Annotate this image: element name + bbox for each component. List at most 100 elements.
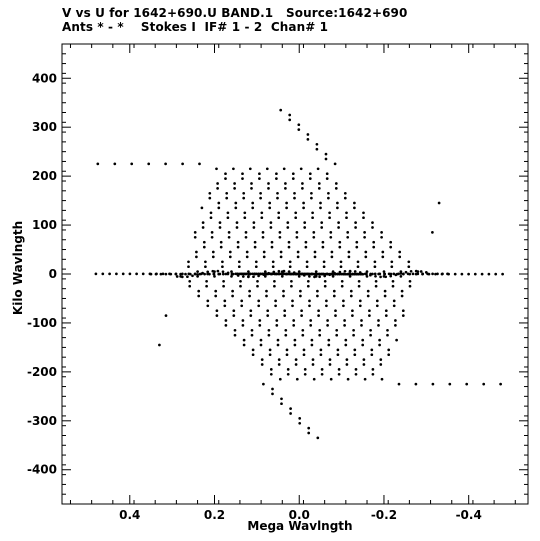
uv-point: [402, 272, 405, 276]
uv-point: [306, 279, 310, 283]
uv-point: [384, 275, 388, 279]
uv-point: [241, 324, 245, 327]
uv-point: [421, 272, 424, 276]
uv-point: [293, 191, 296, 195]
uv-point: [317, 182, 321, 185]
uv-point: [252, 275, 255, 279]
uv-point: [288, 265, 292, 269]
uv-point: [353, 270, 357, 273]
uv-point: [250, 187, 253, 190]
x-tick-label: -0.2: [371, 508, 397, 522]
uv-point: [288, 113, 292, 117]
uv-point: [268, 348, 272, 352]
uv-point: [291, 299, 294, 303]
uv-point: [318, 328, 322, 332]
uv-point: [218, 221, 222, 224]
uv-point: [363, 235, 366, 239]
uv-point: [252, 221, 256, 224]
uv-point: [224, 177, 227, 180]
uv-point: [283, 309, 287, 313]
uv-point: [292, 319, 296, 322]
uv-point: [334, 314, 337, 317]
uv-point: [195, 255, 198, 259]
uv-point: [248, 167, 252, 171]
uv-point: [320, 221, 324, 224]
uv-point: [259, 338, 263, 342]
uv-point: [221, 265, 224, 269]
uv-point: [292, 271, 296, 274]
uv-point: [377, 272, 380, 276]
uv-point: [292, 324, 296, 327]
uv-point: [424, 271, 428, 274]
uv-point: [261, 235, 265, 239]
uv-point: [401, 309, 405, 313]
uv-point: [298, 421, 302, 425]
uv-point: [295, 231, 299, 234]
uv-point: [369, 273, 372, 277]
uv-point: [352, 272, 356, 276]
uv-point: [313, 255, 317, 259]
uv-point: [343, 269, 347, 273]
uv-point: [101, 272, 105, 276]
uv-point: [280, 402, 283, 406]
uv-point: [436, 272, 439, 276]
uv-point: [316, 289, 319, 293]
uv-point: [275, 324, 279, 327]
uv-point: [343, 319, 346, 322]
uv-point: [228, 255, 232, 259]
uv-point: [284, 182, 287, 185]
uv-point: [344, 272, 348, 276]
uv-point: [188, 284, 192, 288]
uv-point: [309, 324, 313, 327]
uv-point: [233, 333, 237, 337]
uv-point: [361, 343, 365, 347]
uv-point: [241, 319, 245, 322]
uv-point: [217, 201, 221, 205]
uv-point: [360, 319, 363, 322]
uv-point: [362, 358, 366, 361]
uv-point: [399, 270, 403, 273]
uv-point: [329, 235, 333, 239]
uv-point: [482, 382, 486, 386]
uv-point: [204, 265, 207, 269]
uv-point: [335, 333, 339, 337]
uv-point: [202, 240, 206, 244]
uv-point: [399, 275, 403, 278]
uv-point: [258, 319, 262, 322]
uv-point: [267, 328, 271, 332]
uv-point: [94, 272, 98, 276]
uv-point: [244, 235, 248, 239]
uv-point: [334, 187, 338, 190]
uv-point: [334, 309, 337, 313]
uv-point: [260, 363, 264, 366]
uv-point: [383, 272, 387, 276]
uv-point: [372, 245, 376, 249]
uv-point: [321, 245, 325, 249]
uv-point: [244, 231, 248, 234]
uv-point: [149, 272, 153, 276]
uv-point: [188, 279, 192, 283]
uv-point: [241, 275, 245, 278]
uv-point: [210, 231, 214, 234]
uv-point: [322, 265, 326, 269]
uv-point: [392, 304, 396, 308]
uv-point: [372, 240, 376, 244]
uv-point: [211, 250, 215, 254]
uv-point: [308, 172, 312, 176]
uv-point: [205, 284, 208, 288]
uv-point: [323, 284, 327, 288]
uv-point: [211, 269, 215, 273]
uv-point: [224, 172, 227, 176]
uv-point: [302, 201, 305, 205]
uv-point: [358, 299, 362, 303]
uv-point: [319, 348, 323, 352]
uv-point: [352, 333, 355, 337]
uv-point: [336, 201, 339, 205]
uv-point: [193, 231, 197, 234]
uv-point: [277, 211, 281, 215]
uv-point: [345, 216, 348, 220]
uv-point: [398, 255, 402, 259]
uv-point: [275, 172, 278, 176]
y-tick-label: 300: [32, 120, 57, 134]
uv-point: [223, 304, 227, 308]
